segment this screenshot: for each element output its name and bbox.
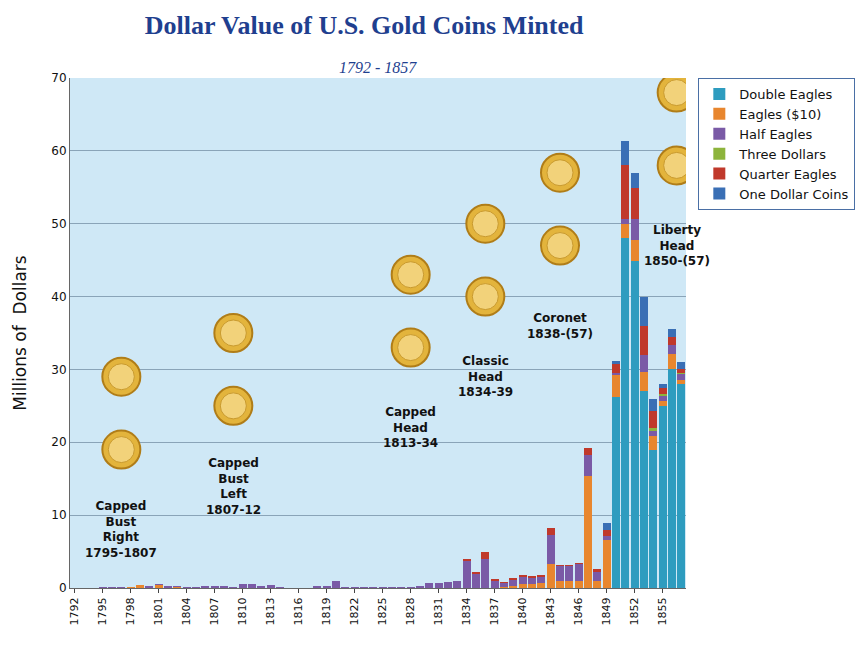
svg-text:20: 20 (51, 435, 66, 449)
svg-text:1840: 1840 (516, 597, 529, 625)
svg-text:1843: 1843 (544, 597, 557, 625)
svg-text:0: 0 (59, 581, 67, 595)
svg-text:CappedHead1813-34: CappedHead1813-34 (383, 405, 438, 450)
svg-text:LibertyHead1850-(57): LibertyHead1850-(57) (644, 223, 710, 268)
svg-text:70: 70 (51, 71, 66, 85)
svg-text:1792 - 1857: 1792 - 1857 (339, 59, 417, 76)
svg-text:Three Dollars: Three Dollars (738, 147, 826, 162)
svg-text:10: 10 (51, 508, 66, 522)
svg-text:Half Eagles: Half Eagles (739, 127, 812, 142)
svg-text:1846: 1846 (572, 597, 585, 625)
svg-text:1834: 1834 (460, 597, 473, 625)
svg-text:One Dollar Coins: One Dollar Coins (739, 187, 848, 202)
svg-text:1822: 1822 (348, 597, 361, 625)
svg-text:Quarter Eagles: Quarter Eagles (739, 167, 836, 182)
svg-text:1828: 1828 (404, 597, 417, 625)
svg-text:Coronet1838-(57): Coronet1838-(57) (527, 311, 593, 341)
svg-text:1855: 1855 (656, 597, 669, 625)
svg-text:1792: 1792 (68, 597, 81, 625)
svg-text:Double Eagles: Double Eagles (739, 87, 832, 102)
svg-text:Dollar Value of U.S. Gold Coin: Dollar Value of U.S. Gold Coins Minted (145, 11, 584, 40)
svg-text:1825: 1825 (376, 597, 389, 625)
svg-text:1798: 1798 (124, 597, 137, 625)
svg-text:CappedBustRight1795-1807: CappedBustRight1795-1807 (85, 499, 157, 560)
svg-text:1807: 1807 (208, 597, 221, 625)
svg-text:40: 40 (51, 290, 66, 304)
svg-text:1810: 1810 (236, 597, 249, 625)
svg-text:1831: 1831 (432, 597, 445, 625)
svg-text:60: 60 (51, 144, 66, 158)
svg-text:1837: 1837 (488, 597, 501, 625)
svg-text:1849: 1849 (600, 597, 613, 625)
svg-text:1804: 1804 (180, 597, 193, 625)
svg-text:1816: 1816 (292, 597, 305, 625)
svg-text:50: 50 (51, 217, 66, 231)
svg-text:1801: 1801 (152, 597, 165, 625)
svg-text:ClassicHead1834-39: ClassicHead1834-39 (458, 354, 513, 399)
svg-text:30: 30 (51, 363, 66, 377)
svg-text:CappedBustLeft1807-12: CappedBustLeft1807-12 (206, 456, 261, 517)
svg-text:1795: 1795 (96, 597, 109, 625)
svg-text:Millions of Dollars: Millions of Dollars (10, 255, 30, 411)
svg-text:Eagles ($10): Eagles ($10) (739, 107, 821, 122)
svg-text:1813: 1813 (264, 597, 277, 625)
svg-text:1819: 1819 (320, 597, 333, 625)
svg-text:1852: 1852 (628, 597, 641, 625)
